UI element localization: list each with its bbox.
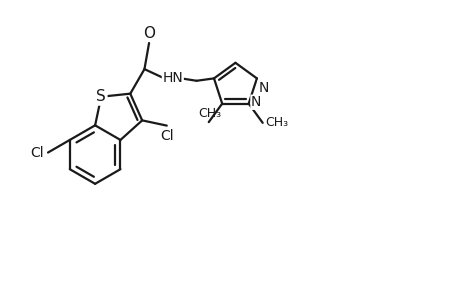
Text: N: N (257, 81, 268, 95)
Text: S: S (96, 89, 106, 104)
Text: N: N (251, 95, 261, 109)
Text: CH₃: CH₃ (198, 107, 221, 120)
Text: O: O (143, 26, 155, 41)
Text: CH₃: CH₃ (264, 116, 287, 129)
Text: Cl: Cl (160, 129, 173, 143)
Text: HN: HN (162, 71, 183, 85)
Text: Cl: Cl (31, 146, 44, 160)
